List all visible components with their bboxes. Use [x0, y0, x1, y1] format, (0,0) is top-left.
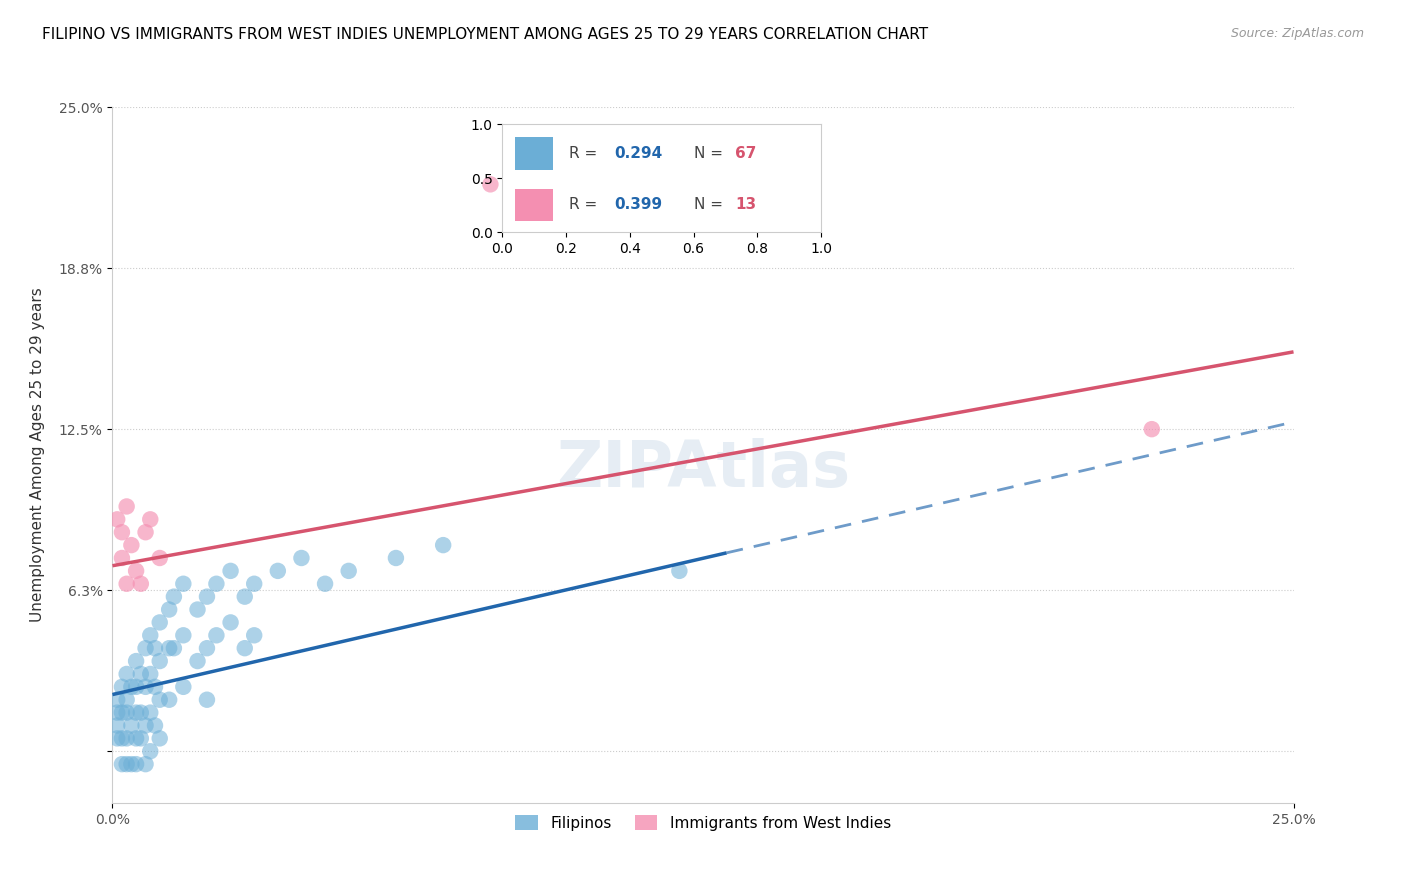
Point — [120, 718, 142, 732]
Point — [115, 667, 138, 681]
Point — [115, 757, 138, 772]
Point — [267, 564, 290, 578]
Point — [385, 551, 408, 566]
Point — [115, 731, 138, 746]
Point — [135, 525, 157, 540]
Point — [149, 692, 172, 706]
Text: Source: ZipAtlas.com: Source: ZipAtlas.com — [1230, 27, 1364, 40]
Point — [125, 706, 148, 720]
Y-axis label: Unemployment Among Ages 25 to 29 years: Unemployment Among Ages 25 to 29 years — [30, 287, 45, 623]
Point — [139, 667, 162, 681]
Point — [1140, 422, 1163, 436]
Point — [172, 680, 194, 694]
Point — [105, 692, 128, 706]
Point — [139, 628, 162, 642]
Point — [243, 576, 266, 591]
Point — [105, 512, 128, 526]
Point — [129, 576, 152, 591]
Point — [195, 692, 218, 706]
Point — [143, 641, 166, 656]
Point — [129, 731, 152, 746]
Point — [163, 590, 186, 604]
Point — [115, 500, 138, 514]
Point — [149, 551, 172, 566]
Text: ZIPAtlas: ZIPAtlas — [555, 438, 851, 500]
Point — [105, 718, 128, 732]
Point — [135, 641, 157, 656]
Point — [115, 706, 138, 720]
Point — [668, 564, 690, 578]
Point — [143, 680, 166, 694]
Point — [105, 731, 128, 746]
Point — [314, 576, 336, 591]
Point — [219, 615, 242, 630]
Point — [111, 731, 134, 746]
Point — [337, 564, 360, 578]
Point — [120, 538, 142, 552]
Point — [125, 731, 148, 746]
Point — [479, 178, 502, 192]
Point — [135, 680, 157, 694]
Point — [111, 525, 134, 540]
Point — [157, 692, 180, 706]
Text: FILIPINO VS IMMIGRANTS FROM WEST INDIES UNEMPLOYMENT AMONG AGES 25 TO 29 YEARS C: FILIPINO VS IMMIGRANTS FROM WEST INDIES … — [42, 27, 928, 42]
Point — [157, 602, 180, 616]
Point — [139, 512, 162, 526]
Point — [125, 654, 148, 668]
Point — [135, 718, 157, 732]
Point — [149, 615, 172, 630]
Point — [290, 551, 312, 566]
Point — [111, 680, 134, 694]
Point — [115, 576, 138, 591]
Point — [139, 744, 162, 758]
Point — [219, 564, 242, 578]
Point — [157, 641, 180, 656]
Point — [186, 602, 208, 616]
Point — [111, 706, 134, 720]
Point — [125, 757, 148, 772]
Point — [172, 576, 194, 591]
Point — [186, 654, 208, 668]
Point — [135, 757, 157, 772]
Point — [195, 641, 218, 656]
Point — [195, 590, 218, 604]
Point — [120, 680, 142, 694]
Point — [105, 706, 128, 720]
Point — [120, 757, 142, 772]
Point — [125, 680, 148, 694]
Point — [129, 706, 152, 720]
Point — [139, 706, 162, 720]
Point — [149, 654, 172, 668]
Point — [143, 718, 166, 732]
Point — [111, 757, 134, 772]
Point — [233, 641, 256, 656]
Point — [205, 576, 228, 591]
Point — [163, 641, 186, 656]
Point — [125, 564, 148, 578]
Point — [205, 628, 228, 642]
Point — [432, 538, 454, 552]
Point — [111, 551, 134, 566]
Point — [172, 628, 194, 642]
Point — [233, 590, 256, 604]
Point — [243, 628, 266, 642]
Point — [115, 692, 138, 706]
Legend: Filipinos, Immigrants from West Indies: Filipinos, Immigrants from West Indies — [509, 809, 897, 837]
Point — [129, 667, 152, 681]
Point — [149, 731, 172, 746]
